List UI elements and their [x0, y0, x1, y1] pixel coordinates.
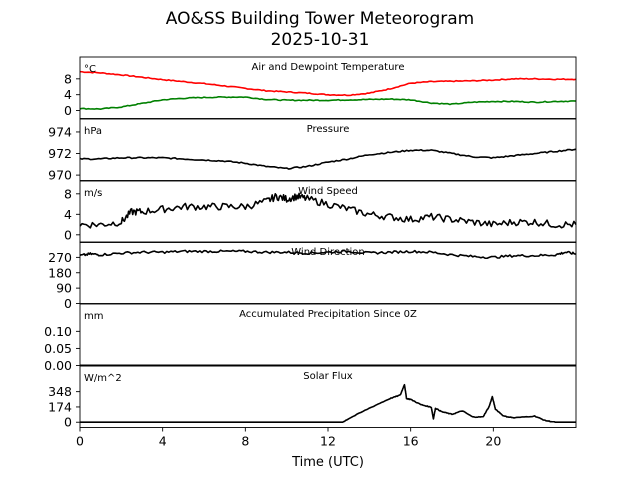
x-axis-label: Time (UTC)	[291, 455, 364, 470]
panel-temp: 048 Air and Dewpoint Temperature °C	[64, 56, 577, 119]
series-line-pressure-0	[79, 148, 577, 170]
y-tick-label-pressure: 970	[48, 168, 72, 183]
series-line-wind_speed-0	[79, 192, 577, 229]
panel-frame-precip	[79, 303, 577, 366]
y-tick-label-wind_speed: 0	[64, 227, 72, 242]
panel-title-temp: Air and Dewpoint Temperature	[252, 62, 405, 73]
y-tick-label-precip: 0.00	[44, 358, 72, 373]
y-tick-label-solar: 0	[64, 415, 72, 430]
y-tick-label-temp: 8	[64, 71, 72, 86]
panel-title-solar: Solar Flux	[303, 371, 353, 382]
unit-label-temp: °C	[84, 64, 96, 75]
y-tick-label-wind_dir: 0	[64, 296, 72, 311]
panel-frame-temp	[79, 56, 577, 119]
x-tick-label: 4	[159, 434, 167, 449]
x-axis: 0 4 8 12 16 20	[76, 427, 501, 449]
x-tick-label: 0	[76, 434, 84, 449]
panel-precip: 0.00 0.05 0.10 Accumulated Precipitation Si…	[44, 303, 577, 373]
x-tick-label: 16	[403, 434, 419, 449]
panel-pressure: 970 972 974 Pressure hPa	[48, 118, 577, 183]
panel-title-wind_dir: Wind Direction	[291, 247, 365, 258]
panel-frame-pressure	[79, 118, 577, 181]
y-tick-label-wind_dir: 90	[56, 281, 72, 296]
series-line-temp-0	[79, 70, 577, 97]
figure-subtitle: 2025-10-31	[271, 30, 370, 50]
unit-label-precip: mm	[84, 311, 103, 322]
panel-title-precip: Accumulated Precipitation Since 0Z	[239, 309, 417, 320]
y-tick-label-wind_speed: 4	[64, 207, 72, 222]
x-tick-label: 20	[485, 434, 501, 449]
panel-title-pressure: Pressure	[307, 124, 350, 135]
y-tick-label-precip: 0.05	[44, 341, 72, 356]
y-tick-label-wind_speed: 8	[64, 186, 72, 201]
unit-label-wind_speed: m/s	[84, 188, 102, 199]
unit-label-solar: W/m^2	[84, 373, 122, 384]
y-tick-label-solar: 348	[48, 384, 72, 399]
y-tick-label-temp: 0	[64, 103, 72, 118]
x-tick-label: 8	[241, 434, 249, 449]
figure-title: AO&SS Building Tower Meteorogram	[166, 9, 474, 29]
y-tick-label-solar: 174	[48, 399, 72, 414]
y-tick-label-temp: 4	[64, 87, 72, 102]
y-tick-label-wind_dir: 180	[48, 265, 72, 280]
series-line-wind_dir-0	[79, 249, 577, 260]
panel-title-wind_speed: Wind Speed	[298, 186, 358, 197]
x-tick-label: 12	[320, 434, 336, 449]
y-tick-label-pressure: 972	[48, 146, 72, 161]
y-tick-label-wind_dir: 270	[48, 250, 72, 265]
series-line-solar-0	[80, 383, 576, 424]
unit-label-pressure: hPa	[84, 126, 102, 137]
panel-wind_speed: 0 4 8 Wind Speed m/s	[64, 180, 577, 243]
panel-frame-wind_speed	[79, 180, 577, 243]
y-tick-label-precip: 0.10	[44, 324, 72, 339]
y-tick-label-pressure: 974	[48, 124, 72, 139]
series-line-temp-1	[79, 95, 577, 111]
